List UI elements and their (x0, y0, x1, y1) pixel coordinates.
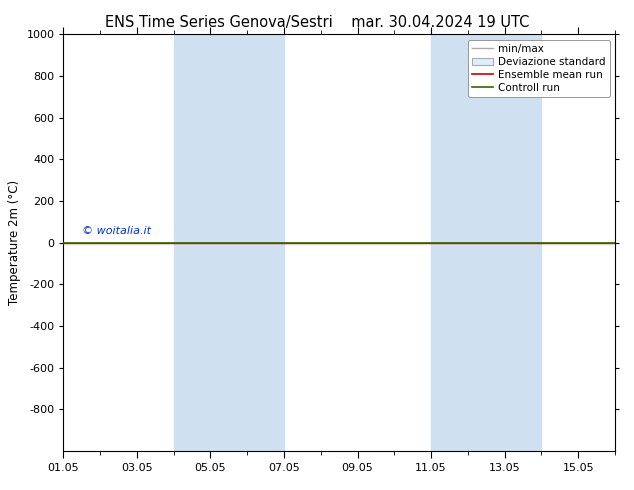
Legend: min/max, Deviazione standard, Ensemble mean run, Controll run: min/max, Deviazione standard, Ensemble m… (468, 40, 610, 97)
Bar (174, 34, 284, 451)
Text: ENS Time Series Genova/Sestri    mar. 30.04.2024 19 UTC: ENS Time Series Genova/Sestri mar. 30.04… (105, 15, 529, 30)
Bar (431, 34, 541, 451)
Y-axis label: Temperature 2m (°C): Temperature 2m (°C) (8, 180, 21, 305)
Text: © woitalia.it: © woitalia.it (82, 226, 151, 236)
